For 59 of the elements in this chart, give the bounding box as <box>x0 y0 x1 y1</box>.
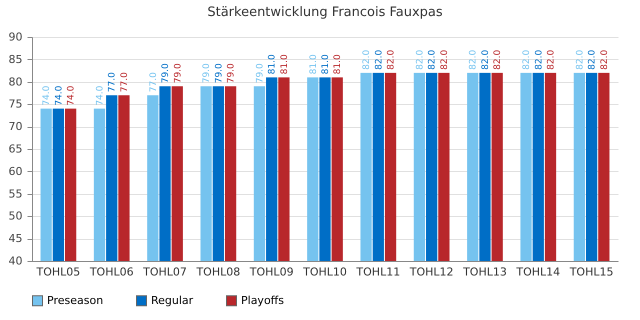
y-tick-label: 75 <box>8 98 22 111</box>
data-label: 77.0 <box>108 72 118 92</box>
data-label: 74.0 <box>54 85 64 106</box>
data-label: 79.0 <box>202 62 212 84</box>
y-tick-label: 60 <box>8 164 22 178</box>
data-label: 82.0 <box>575 50 586 70</box>
data-label: 81.0 <box>333 54 344 74</box>
data-label: 79.0 <box>255 62 266 84</box>
data-label: 82.0 <box>415 50 426 70</box>
data-label: 82.0 <box>468 50 479 70</box>
data-label: 82.0 <box>588 50 598 70</box>
data-label: 74.0 <box>42 85 52 106</box>
legend-label: Playoffs <box>241 294 284 307</box>
data-label: 81.0 <box>280 54 290 74</box>
data-label: 82.0 <box>534 50 544 70</box>
x-tick-label: TOHL11 <box>355 266 400 278</box>
data-label: 81.0 <box>268 54 278 74</box>
data-label: 81.0 <box>321 54 331 74</box>
x-tick-label: TOHL08 <box>195 266 240 278</box>
x-tick-label: TOHL13 <box>462 266 507 278</box>
x-tick-label: TOHL09 <box>248 266 294 278</box>
x-tick-label: TOHL10 <box>302 266 347 278</box>
data-label: 77.0 <box>120 72 130 92</box>
data-label: 82.0 <box>428 50 438 70</box>
data-label: 82.0 <box>374 50 384 70</box>
y-tick-label: 55 <box>8 187 22 200</box>
y-tick-label: 85 <box>8 52 22 66</box>
data-label: 82.0 <box>440 50 450 70</box>
x-tick-label: TOHL12 <box>408 266 454 278</box>
data-label: 81.0 <box>308 54 319 74</box>
data-label: 82.0 <box>600 50 610 70</box>
x-tick-label: TOHL14 <box>515 266 560 278</box>
data-label: 82.0 <box>522 50 532 70</box>
data-label: 74.0 <box>95 85 106 106</box>
y-tick-label: 80 <box>8 75 22 88</box>
chart-title: Stärkeentwicklung Francois Fauxpas <box>207 5 443 20</box>
data-label: 79.0 <box>173 62 184 84</box>
x-tick-label: TOHL06 <box>88 266 134 278</box>
y-tick-label: 70 <box>8 120 22 134</box>
data-label: 82.0 <box>386 50 397 70</box>
y-tick-label: 50 <box>8 210 22 223</box>
y-tick-label: 45 <box>8 232 22 246</box>
x-tick-label: TOHL15 <box>568 266 614 278</box>
data-label: 82.0 <box>546 50 557 70</box>
legend-label: Regular <box>151 294 194 307</box>
y-tick-label: 40 <box>8 254 22 268</box>
y-tick-label: 65 <box>8 142 22 156</box>
data-label: 82.0 <box>480 50 491 70</box>
data-label: 74.0 <box>66 85 77 106</box>
y-tick-label: 90 <box>8 30 22 44</box>
data-label: 79.0 <box>214 62 224 84</box>
data-label: 79.0 <box>226 62 237 84</box>
data-label: 82.0 <box>362 50 372 70</box>
data-label: 82.0 <box>493 50 504 70</box>
legend-label: Preseason <box>47 294 104 307</box>
data-label: 79.0 <box>161 62 172 84</box>
data-label: 77.0 <box>148 72 159 92</box>
x-tick-label: TOHL07 <box>142 266 187 278</box>
x-tick-label: TOHL05 <box>36 266 80 278</box>
